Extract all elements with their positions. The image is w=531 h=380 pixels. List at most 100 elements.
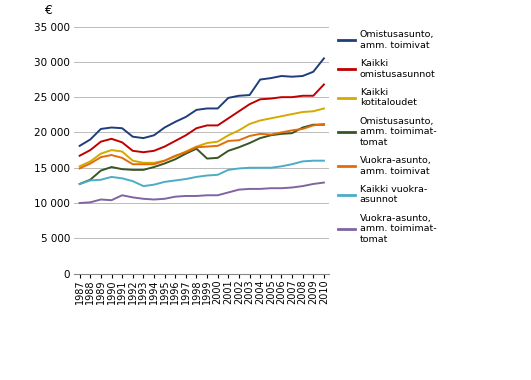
Kaikki
omistusasunnot (268, 96, 274, 101)
Vuokra-asunto,
amm. toimivat (215, 144, 221, 148)
Vuokra-asunto,
amm. toimivat (310, 123, 316, 128)
Kaikki vuokra-
asunnot (268, 165, 274, 170)
Kaikki vuokra-
asunnot (193, 175, 200, 179)
Omistusasunto,
amm. toimimat-
tomat (321, 122, 327, 127)
Omistusasunto,
amm. toimivat (299, 74, 306, 78)
Kaikki vuokra-
asunnot (172, 178, 178, 183)
Kaikki
omistusasunnot (225, 116, 232, 120)
Kaikki
kotitaloudet (257, 118, 263, 123)
Vuokra-asunto,
amm. toimivat (119, 155, 125, 160)
Kaikki
omistusasunnot (87, 148, 93, 152)
Omistusasunto,
amm. toimivat (310, 70, 316, 74)
Kaikki
omistusasunnot (108, 136, 115, 141)
Vuokra-asunto,
amm. toimivat (172, 154, 178, 158)
Text: €: € (44, 4, 52, 17)
Omistusasunto,
amm. toimimat-
tomat (108, 165, 115, 169)
Vuokra-asunto,
amm. toimivat (225, 139, 232, 143)
Omistusasunto,
amm. toimimat-
tomat (204, 156, 210, 161)
Line: Vuokra-asunto,
amm. toimimat-
tomat: Vuokra-asunto, amm. toimimat- tomat (80, 182, 324, 203)
Kaikki vuokra-
asunnot (130, 179, 136, 184)
Kaikki
omistusasunnot (140, 150, 147, 155)
Kaikki vuokra-
asunnot (321, 158, 327, 163)
Omistusasunto,
amm. toimimat-
tomat (289, 131, 295, 135)
Kaikki vuokra-
asunnot (310, 158, 316, 163)
Omistusasunto,
amm. toimimat-
tomat (172, 157, 178, 162)
Kaikki
kotitaloudet (151, 160, 157, 165)
Kaikki vuokra-
asunnot (257, 165, 263, 170)
Kaikki
omistusasunnot (215, 123, 221, 128)
Omistusasunto,
amm. toimivat (321, 56, 327, 61)
Omistusasunto,
amm. toimivat (246, 93, 253, 97)
Omistusasunto,
amm. toimimat-
tomat (257, 136, 263, 140)
Vuokra-asunto,
amm. toimivat (204, 144, 210, 149)
Vuokra-asunto,
amm. toimimat-
tomat (183, 194, 189, 198)
Omistusasunto,
amm. toimivat (108, 125, 115, 130)
Vuokra-asunto,
amm. toimivat (76, 166, 83, 171)
Kaikki vuokra-
asunnot (98, 177, 104, 182)
Vuokra-asunto,
amm. toimimat-
tomat (268, 186, 274, 190)
Omistusasunto,
amm. toimivat (87, 137, 93, 142)
Kaikki vuokra-
asunnot (246, 165, 253, 170)
Vuokra-asunto,
amm. toimivat (98, 155, 104, 160)
Omistusasunto,
amm. toimimat-
tomat (76, 182, 83, 186)
Kaikki
kotitaloudet (87, 159, 93, 164)
Omistusasunto,
amm. toimimat-
tomat (130, 168, 136, 172)
Kaikki
kotitaloudet (98, 151, 104, 156)
Kaikki
kotitaloudet (289, 112, 295, 116)
Line: Kaikki
kotitaloudet: Kaikki kotitaloudet (80, 108, 324, 166)
Omistusasunto,
amm. toimivat (193, 108, 200, 112)
Omistusasunto,
amm. toimivat (268, 76, 274, 81)
Omistusasunto,
amm. toimimat-
tomat (151, 165, 157, 169)
Vuokra-asunto,
amm. toimimat-
tomat (119, 193, 125, 198)
Kaikki vuokra-
asunnot (278, 164, 285, 169)
Vuokra-asunto,
amm. toimimat-
tomat (172, 195, 178, 199)
Vuokra-asunto,
amm. toimimat-
tomat (130, 195, 136, 200)
Omistusasunto,
amm. toimimat-
tomat (225, 149, 232, 153)
Omistusasunto,
amm. toimimat-
tomat (98, 168, 104, 173)
Vuokra-asunto,
amm. toimimat-
tomat (236, 187, 242, 192)
Kaikki
omistusasunnot (172, 139, 178, 143)
Vuokra-asunto,
amm. toimivat (257, 131, 263, 136)
Omistusasunto,
amm. toimimat-
tomat (278, 131, 285, 136)
Vuokra-asunto,
amm. toimivat (87, 161, 93, 166)
Vuokra-asunto,
amm. toimivat (289, 128, 295, 133)
Kaikki
omistusasunnot (321, 82, 327, 87)
Vuokra-asunto,
amm. toimivat (140, 162, 147, 166)
Kaikki vuokra-
asunnot (76, 182, 83, 186)
Omistusasunto,
amm. toimivat (225, 96, 232, 100)
Omistusasunto,
amm. toimimat-
tomat (87, 177, 93, 182)
Vuokra-asunto,
amm. toimimat-
tomat (108, 198, 115, 203)
Omistusasunto,
amm. toimivat (236, 93, 242, 98)
Kaikki
kotitaloudet (140, 160, 147, 165)
Line: Kaikki
omistusasunnot: Kaikki omistusasunnot (80, 84, 324, 156)
Kaikki
omistusasunnot (278, 95, 285, 100)
Kaikki
kotitaloudet (183, 149, 189, 154)
Kaikki
omistusasunnot (76, 154, 83, 158)
Omistusasunto,
amm. toimivat (140, 136, 147, 140)
Kaikki vuokra-
asunnot (108, 175, 115, 179)
Vuokra-asunto,
amm. toimimat-
tomat (193, 194, 200, 198)
Kaikki
kotitaloudet (204, 141, 210, 145)
Vuokra-asunto,
amm. toimivat (130, 162, 136, 166)
Kaikki vuokra-
asunnot (140, 184, 147, 188)
Line: Omistusasunto,
amm. toimivat: Omistusasunto, amm. toimivat (80, 59, 324, 146)
Omistusasunto,
amm. toimimat-
tomat (119, 167, 125, 171)
Vuokra-asunto,
amm. toimimat-
tomat (87, 200, 93, 204)
Kaikki
kotitaloudet (119, 149, 125, 154)
Omistusasunto,
amm. toimimat-
tomat (193, 146, 200, 151)
Line: Omistusasunto,
amm. toimimat-
tomat: Omistusasunto, amm. toimimat- tomat (80, 125, 324, 184)
Omistusasunto,
amm. toimimat-
tomat (161, 161, 168, 166)
Vuokra-asunto,
amm. toimimat-
tomat (151, 197, 157, 202)
Kaikki vuokra-
asunnot (151, 182, 157, 187)
Vuokra-asunto,
amm. toimimat-
tomat (257, 187, 263, 191)
Kaikki
omistusasunnot (130, 149, 136, 153)
Vuokra-asunto,
amm. toimimat-
tomat (321, 180, 327, 185)
Omistusasunto,
amm. toimimat-
tomat (268, 133, 274, 138)
Vuokra-asunto,
amm. toimivat (193, 145, 200, 150)
Kaikki
kotitaloudet (225, 133, 232, 138)
Kaikki
kotitaloudet (310, 109, 316, 114)
Kaikki
kotitaloudet (278, 114, 285, 119)
Vuokra-asunto,
amm. toimimat-
tomat (289, 185, 295, 190)
Vuokra-asunto,
amm. toimivat (108, 153, 115, 157)
Omistusasunto,
amm. toimivat (172, 120, 178, 124)
